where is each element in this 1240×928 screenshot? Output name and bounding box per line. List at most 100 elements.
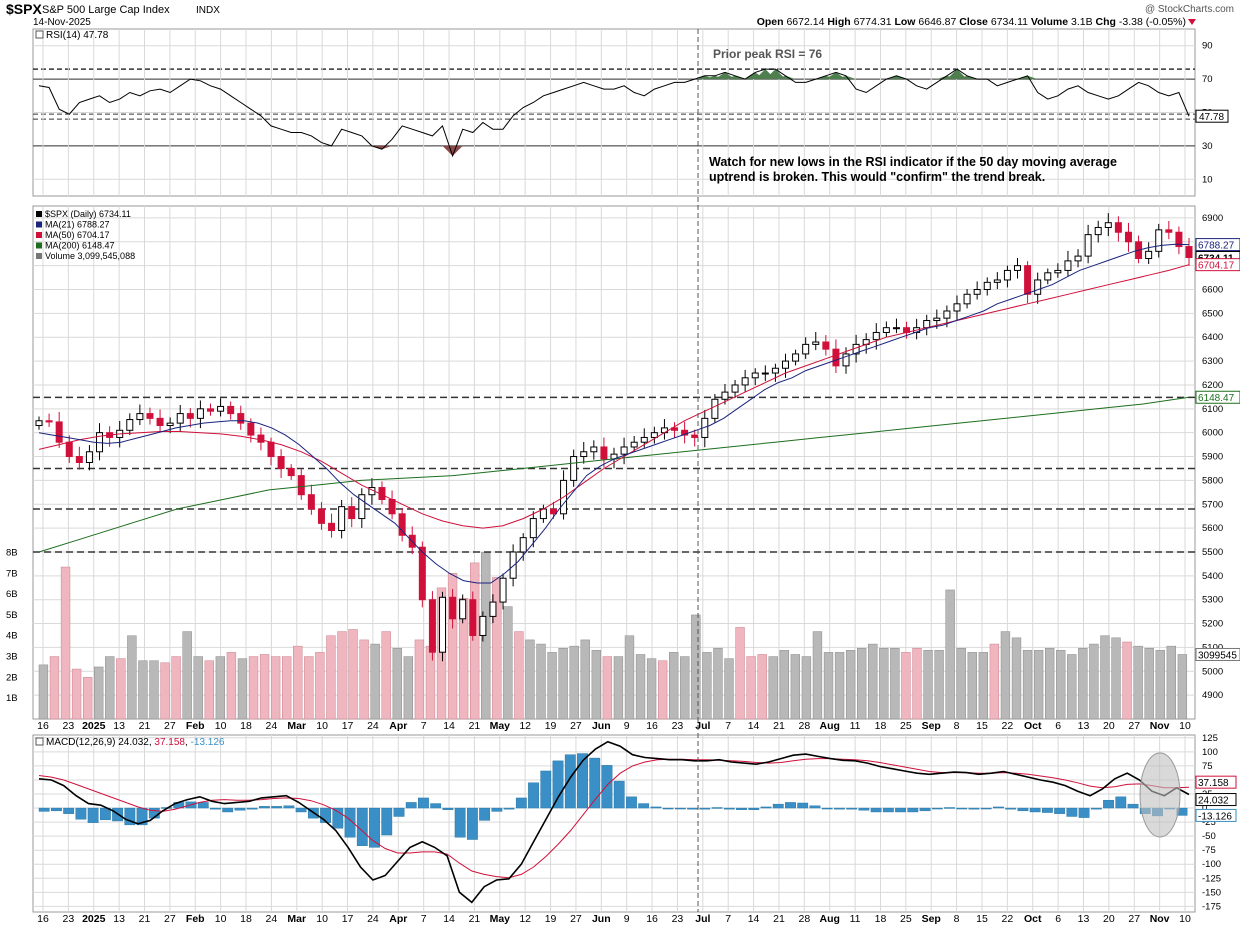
macd-y-tick: -75 bbox=[1202, 845, 1216, 856]
volume-bar bbox=[204, 660, 214, 720]
rsi-overbought-fill bbox=[835, 75, 857, 80]
volume-bar bbox=[138, 660, 148, 720]
candle-body bbox=[358, 494, 366, 520]
x-tick-label: Sep bbox=[922, 720, 941, 732]
macd-right-label: -13.126 bbox=[1198, 811, 1232, 822]
volume-bar bbox=[182, 631, 192, 720]
x-tick-label: 8 bbox=[954, 720, 960, 732]
volume-bar bbox=[226, 652, 237, 720]
candle-body bbox=[267, 441, 275, 458]
macd-histogram-bar bbox=[234, 807, 246, 811]
candle-body bbox=[529, 518, 537, 539]
price-y-tick: 6500 bbox=[1202, 308, 1223, 319]
macd-y-tick: -25 bbox=[1202, 817, 1216, 828]
candle-body bbox=[328, 522, 336, 532]
ma50-right-label: 6704.17 bbox=[1198, 261, 1235, 272]
rsi-y-tick: 90 bbox=[1202, 41, 1213, 52]
x-tick-label: 27 bbox=[570, 720, 582, 732]
macd-histogram-bar bbox=[259, 806, 270, 809]
volume-bar bbox=[60, 566, 71, 720]
macd-histogram-bar bbox=[980, 807, 992, 810]
price-y-tick: 5800 bbox=[1202, 475, 1223, 486]
volume-bar bbox=[724, 658, 734, 720]
candle-body bbox=[892, 327, 900, 330]
volume-bar bbox=[834, 652, 845, 720]
volume-bar bbox=[458, 598, 469, 720]
volume-bar bbox=[315, 652, 325, 720]
price-y-tick: 5000 bbox=[1202, 666, 1223, 677]
volume-bar bbox=[646, 658, 657, 720]
macd-histogram-bar bbox=[687, 807, 699, 810]
volume-bar bbox=[779, 650, 789, 720]
candle-body bbox=[297, 475, 305, 496]
x-tick-label: Apr bbox=[389, 913, 407, 925]
prior-peak-annotation: Prior peak RSI = 76 bbox=[713, 47, 822, 61]
x-tick-label: 21 bbox=[139, 720, 151, 732]
candle-body bbox=[388, 498, 396, 515]
macd-histogram-bar bbox=[809, 805, 821, 809]
x-tick-label: 23 bbox=[63, 913, 75, 925]
candle-body bbox=[1104, 222, 1112, 228]
x-tick-label: 24 bbox=[266, 720, 278, 732]
candle-body bbox=[1175, 231, 1183, 248]
price-y-axis: 6900680067006600650064006300620061006000… bbox=[6, 213, 1223, 704]
candle-body bbox=[590, 446, 598, 453]
header: $SPX S&P 500 Large Cap Index INDX 14-Nov… bbox=[6, 1, 1234, 28]
macd-histogram-bar bbox=[38, 807, 50, 812]
volume-bar bbox=[1177, 654, 1188, 720]
candle-body bbox=[1145, 250, 1153, 259]
macd-histogram-bar bbox=[785, 802, 796, 809]
x-tick-label: 10 bbox=[215, 913, 227, 925]
macd-histogram-bar bbox=[993, 806, 1004, 809]
volume-bar bbox=[613, 656, 624, 720]
volume-bar bbox=[525, 639, 535, 720]
price-y-tick: 6900 bbox=[1202, 213, 1223, 224]
x-tick-label: 25 bbox=[900, 720, 912, 732]
volume-bar bbox=[635, 654, 646, 720]
candle-body bbox=[196, 408, 204, 419]
volume-y-tick: 8B bbox=[6, 547, 18, 558]
macd-histogram-bar bbox=[931, 807, 943, 810]
volume-right-badge bbox=[1195, 647, 1240, 661]
candle-body bbox=[307, 494, 315, 510]
candle-body bbox=[499, 577, 507, 603]
macd-histogram-bar bbox=[344, 807, 356, 838]
volume-bar bbox=[193, 656, 203, 720]
macd-histogram-bar bbox=[711, 807, 723, 809]
rsi-y-tick: 70 bbox=[1202, 74, 1213, 85]
candle-body bbox=[802, 343, 810, 355]
macd-histogram-bar bbox=[882, 807, 894, 813]
macd-y-tick: 75 bbox=[1202, 761, 1213, 772]
candle-body bbox=[1165, 229, 1173, 233]
x-tick-label: 10 bbox=[316, 720, 328, 732]
x-tick-label: 6 bbox=[1055, 913, 1061, 925]
x-tick-label: 6 bbox=[1055, 720, 1061, 732]
macd-histogram-bar bbox=[75, 807, 87, 820]
price-legend-item: MA(21) 6788.27 bbox=[45, 220, 110, 230]
x-tick-label: Feb bbox=[186, 913, 205, 925]
macd-marks: 37.158 24.032 -13.126 bbox=[38, 740, 1237, 904]
rsi-overbought-fill bbox=[886, 75, 907, 80]
volume-bar bbox=[304, 656, 314, 720]
x-tick-label: 12 bbox=[519, 720, 531, 732]
x-tick-label: May bbox=[490, 913, 511, 925]
x-tick-label: 18 bbox=[240, 720, 252, 732]
x-tick-label: 18 bbox=[875, 720, 887, 732]
x-tick-label: 16 bbox=[37, 720, 49, 732]
macd-histogram-bar bbox=[320, 807, 331, 823]
macd-histogram-bar bbox=[846, 807, 858, 810]
volume-bar bbox=[602, 656, 613, 720]
macd-histogram-bar bbox=[723, 807, 735, 810]
candle-body bbox=[186, 413, 194, 419]
x-tick-label: 7 bbox=[725, 913, 731, 925]
volume-bar bbox=[1133, 645, 1143, 720]
volume-bar bbox=[215, 656, 226, 720]
volume-bar bbox=[348, 629, 358, 720]
x-tick-label: Apr bbox=[389, 720, 407, 732]
x-tick-label: Aug bbox=[820, 720, 840, 732]
macd-histogram-bar bbox=[1127, 803, 1139, 809]
x-tick-label: 16 bbox=[37, 913, 49, 925]
volume-y-tick: 2B bbox=[6, 672, 18, 683]
candle-body bbox=[882, 327, 890, 333]
